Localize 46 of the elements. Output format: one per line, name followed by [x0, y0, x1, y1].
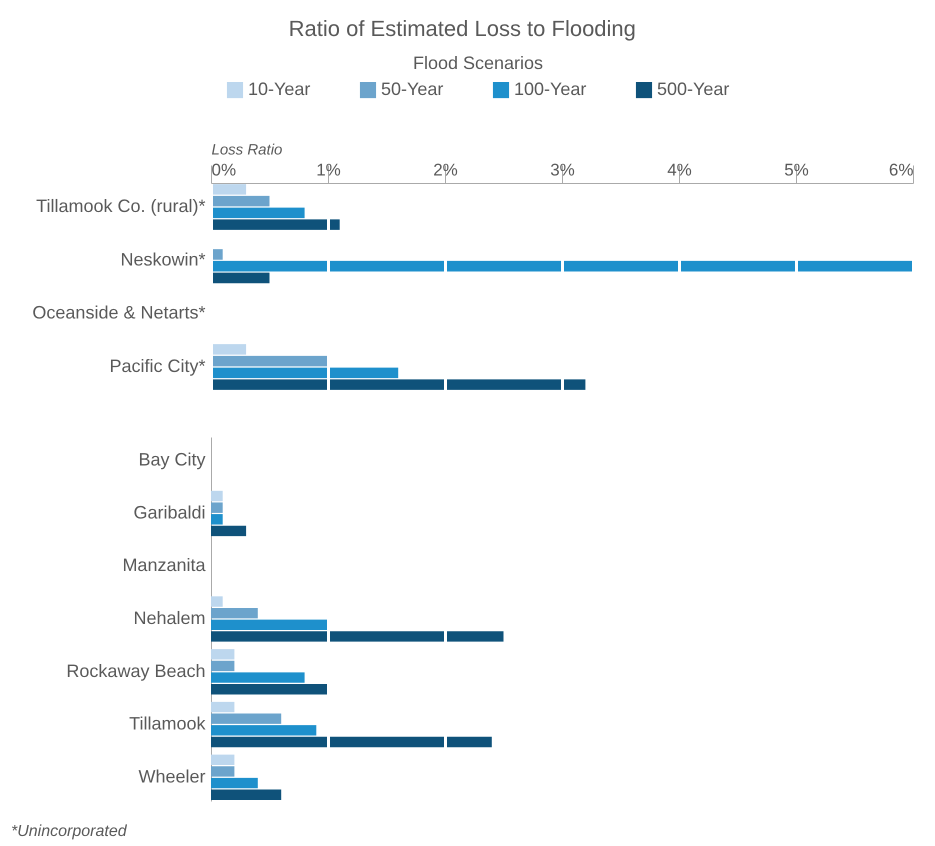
bar — [211, 672, 305, 683]
bar — [211, 702, 234, 712]
y-tick-label: Manzanita — [122, 555, 206, 576]
bar — [211, 490, 223, 502]
bar — [211, 713, 282, 724]
x-tick-label: 4% — [667, 160, 692, 180]
y-tick-label: Rockaway Beach — [66, 660, 206, 681]
bar — [211, 725, 316, 736]
legend-label: 100-Year — [514, 79, 586, 99]
x-tick-label: 6% — [888, 160, 914, 180]
y-tick-label: Tillamook — [129, 714, 206, 734]
y-tick-label: Tillamook Co. (rural)* — [36, 196, 206, 216]
bar — [211, 736, 492, 748]
text: *Unincorporated — [11, 823, 128, 840]
x-tick-label: 2% — [433, 160, 458, 180]
bar — [211, 514, 223, 525]
chart-title: Ratio of Estimated Loss to Flooding — [288, 16, 636, 41]
bar — [211, 631, 504, 642]
bar — [211, 660, 234, 672]
bar — [211, 778, 258, 788]
bar — [211, 766, 234, 777]
bar — [211, 754, 234, 766]
bar — [211, 502, 223, 513]
x-tick-label: 5% — [784, 160, 809, 180]
bar — [211, 684, 328, 694]
legend-label: 50-Year — [381, 79, 444, 99]
bar — [211, 526, 246, 536]
y-tick-label: Garibaldi — [133, 502, 206, 522]
x-axis-title: Loss Ratio — [212, 142, 282, 158]
y-tick-label: Neskowin* — [120, 249, 206, 270]
y-tick-label: Nehalem — [133, 608, 206, 628]
y-tick-label: Pacific City* — [109, 356, 206, 376]
bar — [211, 608, 258, 618]
x-tick-label: 1% — [316, 160, 341, 180]
legend-label: 500-Year — [657, 79, 730, 99]
x-tick-label: 0% — [212, 160, 236, 180]
legend-label: 10-Year — [248, 79, 310, 99]
bar — [211, 620, 328, 630]
bar — [211, 789, 282, 800]
x-tick-label: 3% — [550, 160, 575, 180]
legend-title: Flood Scenarios — [412, 53, 544, 73]
bar — [211, 649, 234, 660]
y-tick-label: Wheeler — [138, 766, 206, 786]
y-tick-label: Oceanside & Netarts* — [32, 302, 206, 323]
bar — [211, 596, 223, 607]
y-tick-label: Bay City — [138, 450, 206, 470]
